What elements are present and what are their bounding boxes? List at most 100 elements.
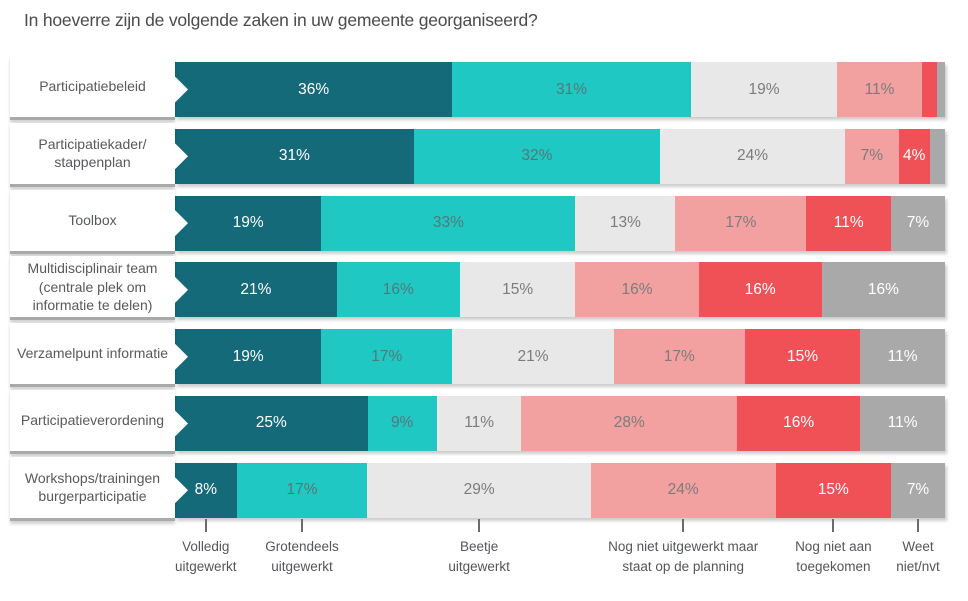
- legend-label: Weet niet/nvt: [896, 539, 940, 575]
- bar-segment: 17%: [675, 195, 807, 251]
- segment-value-label: 11%: [887, 414, 918, 432]
- stacked-bar: 19% 17% 21% 17% 15% 11%: [175, 329, 945, 385]
- legend-label: Grotendeels uitgewerkt: [265, 539, 339, 575]
- bar-segment: 4%: [898, 128, 930, 184]
- category-label: Participatiekader/ stappenplan: [10, 122, 175, 187]
- bar-segment: 19%: [175, 195, 322, 251]
- segment-value-label: 16%: [621, 280, 653, 298]
- segment-value-label: 15%: [787, 347, 819, 365]
- bar-segment: 7%: [844, 128, 899, 184]
- bar-segment: 25%: [175, 395, 368, 451]
- bar-segment: 32%: [413, 128, 661, 184]
- bar-segment: 16%: [336, 262, 460, 318]
- segment-value-label: 19%: [232, 347, 264, 365]
- legend-tick-mark: [832, 519, 835, 532]
- bar-segment: 24%: [660, 128, 845, 184]
- chart-row: Participatieverordening 25% 9% 11% 28% 16% 11%: [0, 389, 968, 454]
- stacked-bar: 36% 31% 19% 11%: [175, 62, 945, 117]
- segment-value-label: 11%: [887, 347, 918, 365]
- chart-row: Verzamelpunt informatie 19% 17% 21% 17% 15% 11…: [0, 323, 968, 388]
- stacked-bar: 8% 17% 29% 24% 15% 7%: [175, 462, 945, 518]
- segment-value-label: 9%: [390, 414, 414, 432]
- chart-row: Toolbox 19% 33% 13% 17% 11% 7%: [0, 189, 968, 254]
- bar-segment: 17%: [321, 329, 453, 385]
- bar-segment: 19%: [690, 62, 838, 117]
- segment-value-label: 31%: [556, 80, 588, 98]
- bar-segment: 21%: [175, 262, 337, 318]
- segment-value-label: 25%: [255, 414, 287, 432]
- segment-value-label: 4%: [902, 147, 926, 165]
- bar-segment: [929, 128, 945, 184]
- legend-label: Beetje uitgewerkt: [448, 539, 510, 575]
- bar-segment: 11%: [860, 329, 945, 385]
- bar-segment: 21%: [452, 329, 614, 385]
- bar-segment: 16%: [698, 262, 822, 318]
- category-label: Participatiebeleid: [10, 56, 175, 120]
- bar-segment: 17%: [236, 462, 368, 518]
- bar-segment: 24%: [590, 462, 776, 518]
- segment-value-label: 31%: [278, 147, 310, 165]
- segment-value-label: 11%: [464, 414, 495, 432]
- stacked-bar: 19% 33% 13% 17% 11% 7%: [175, 195, 945, 251]
- segment-value-label: 33%: [432, 214, 464, 232]
- chart-legend: Volledig uitgewerkt Grotendeels uitgewerk…: [0, 519, 968, 599]
- bar-segment: [937, 62, 945, 117]
- segment-value-label: 15%: [817, 481, 849, 499]
- segment-value-label: 17%: [286, 481, 318, 499]
- segment-value-label: 19%: [748, 80, 780, 98]
- legend-label: Nog niet aan toegekomen: [795, 539, 872, 575]
- segment-value-label: 11%: [864, 80, 895, 98]
- bar-segment: 7%: [891, 462, 945, 518]
- segment-value-label: 24%: [736, 147, 768, 165]
- segment-value-label: 17%: [371, 347, 403, 365]
- bar-segment: 16%: [737, 395, 861, 451]
- segment-value-label: 24%: [667, 481, 699, 499]
- stacked-bar: 25% 9% 11% 28% 16% 11%: [175, 395, 945, 451]
- segment-value-label: 8%: [194, 481, 217, 499]
- segment-value-label: 7%: [906, 214, 930, 232]
- segment-value-label: 16%: [744, 280, 776, 298]
- chart-row: Participatiebeleid 36% 31% 19% 11%: [0, 56, 968, 120]
- bar-segment: 16%: [575, 262, 699, 318]
- bar-segment: 13%: [575, 195, 676, 251]
- category-label: Multidisciplinair team (centrale plek om…: [10, 256, 175, 321]
- bar-segment: 33%: [321, 195, 576, 251]
- category-label: Verzamelpunt informatie: [10, 323, 175, 388]
- segment-value-label: 28%: [613, 414, 645, 432]
- legend-tick-mark: [204, 519, 207, 532]
- legend-tick-mark: [301, 519, 304, 532]
- bar-segment: 11%: [860, 395, 945, 451]
- bar-segment: 15%: [744, 329, 861, 385]
- segment-value-label: 21%: [517, 347, 549, 365]
- segment-value-label: 7%: [906, 481, 930, 499]
- bar-segment: 29%: [367, 462, 591, 518]
- bar-segment: 16%: [821, 262, 945, 318]
- segment-value-label: 13%: [609, 214, 641, 232]
- chart-row: Participatiekader/ stappenplan 31% 32% 24% 7…: [0, 122, 968, 187]
- segment-value-label: 29%: [463, 481, 495, 499]
- segment-value-label: 7%: [860, 147, 884, 165]
- segment-value-label: 21%: [240, 280, 272, 298]
- chart-rows: Participatiebeleid 36% 31% 19% 11% Participat…: [0, 56, 968, 530]
- category-label: Participatieverordening: [10, 389, 175, 454]
- legend-label: Nog niet uitgewerkt maar staat op de pla…: [608, 539, 759, 575]
- bar-segment: 17%: [613, 329, 745, 385]
- bar-segment: 15%: [459, 262, 576, 318]
- legend-tick-mark: [478, 519, 481, 532]
- bar-segment: 9%: [367, 395, 437, 451]
- bar-segment: 11%: [806, 195, 892, 251]
- category-label: Toolbox: [10, 189, 175, 254]
- bar-segment: 19%: [175, 329, 322, 385]
- chart-row: Workshops/trainingen burgerparticipatie 8…: [0, 456, 968, 521]
- bar-segment: 28%: [521, 395, 738, 451]
- segment-value-label: 32%: [521, 147, 553, 165]
- segment-value-label: 16%: [382, 280, 414, 298]
- segment-value-label: 11%: [833, 214, 864, 232]
- category-label: Workshops/trainingen burgerparticipatie: [10, 456, 175, 521]
- chart-title: In hoeverre zijn de volgende zaken in uw…: [24, 10, 538, 30]
- segment-value-label: 17%: [725, 214, 757, 232]
- stacked-bar: 31% 32% 24% 7% 4%: [175, 128, 945, 184]
- bar-segment: 36%: [175, 62, 453, 117]
- segment-value-label: 19%: [232, 214, 264, 232]
- segment-value-label: 15%: [502, 280, 534, 298]
